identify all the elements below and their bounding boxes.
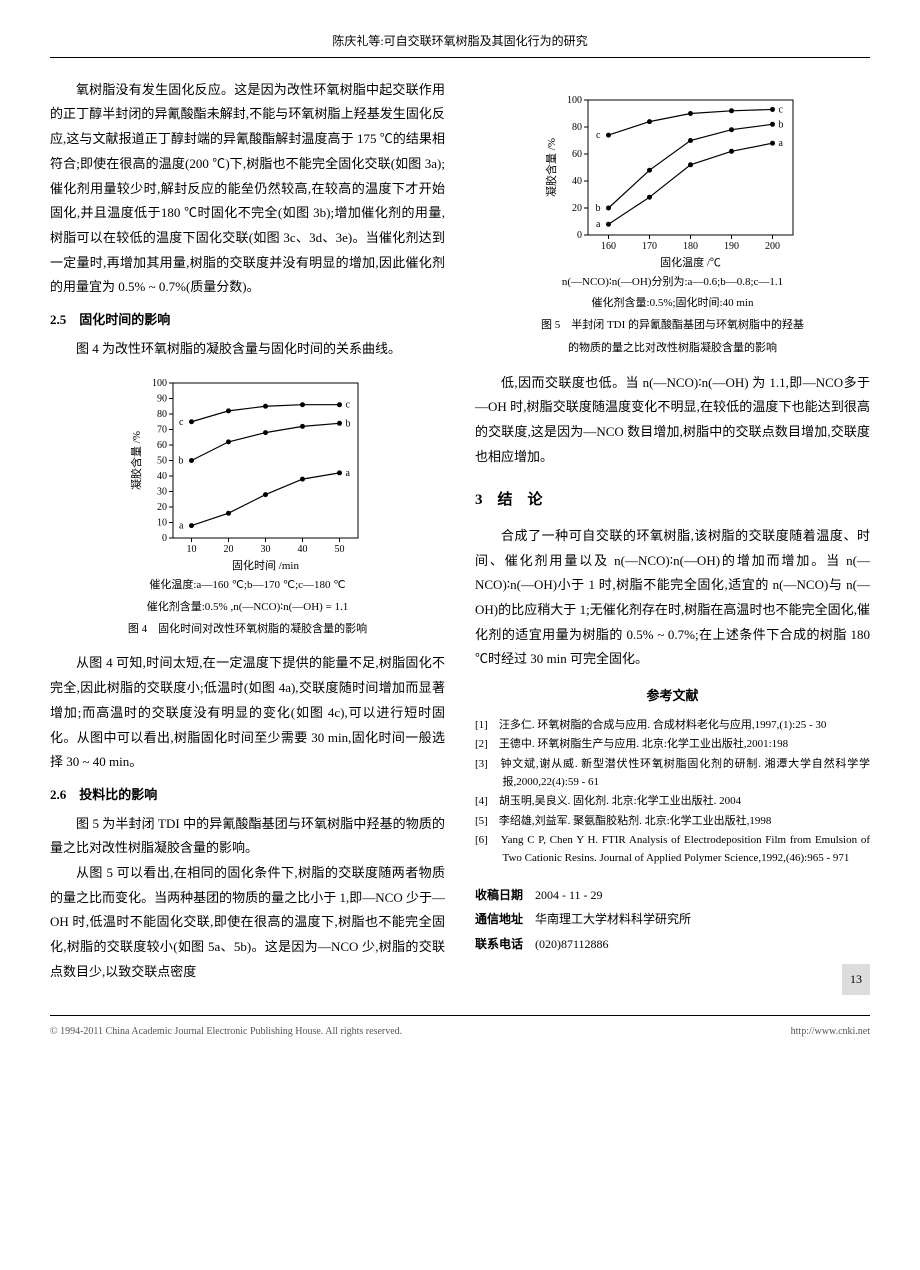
- svg-text:a: a: [596, 219, 601, 230]
- svg-text:0: 0: [162, 533, 167, 544]
- svg-text:90: 90: [157, 394, 167, 405]
- svg-text:80: 80: [572, 122, 582, 133]
- svg-text:40: 40: [297, 544, 307, 555]
- svg-text:80: 80: [157, 409, 167, 420]
- references-title: 参考文献: [475, 684, 870, 709]
- paragraph: 图 4 为改性环氧树脂的凝胶含量与固化时间的关系曲线。: [50, 337, 445, 362]
- svg-text:40: 40: [157, 471, 167, 482]
- svg-text:30: 30: [260, 544, 270, 555]
- meta-tel: 联系电话(020)87112886: [475, 933, 870, 956]
- reference-item: [2] 王德中. 环氧树脂生产与应用. 北京:化学工业出版社,2001:198: [475, 736, 870, 754]
- svg-text:50: 50: [157, 456, 167, 467]
- paragraph: 从图 4 可知,时间太短,在一定温度下提供的能量不足,树脂固化不完全,因此树脂的…: [50, 651, 445, 774]
- svg-text:20: 20: [572, 203, 582, 214]
- svg-text:凝胶含量 /%: 凝胶含量 /%: [544, 138, 558, 197]
- svg-text:a: a: [179, 521, 184, 532]
- footer-url: http://www.cnki.net: [791, 1022, 870, 1041]
- footer: © 1994-2011 China Academic Journal Elect…: [50, 1015, 870, 1041]
- svg-text:c: c: [596, 130, 601, 141]
- figure-5-chart: 160170180190200020406080100aabbcc固化温度 /℃…: [543, 90, 803, 270]
- paragraph: 氧树脂没有发生固化反应。这是因为改性环氧树脂中起交联作用的正丁醇半封闭的异氰酸酯…: [50, 78, 445, 300]
- section-2-6-title: 2.6 投料比的影响: [50, 783, 445, 808]
- svg-text:c: c: [179, 417, 184, 428]
- svg-text:b: b: [778, 119, 783, 130]
- svg-text:a: a: [345, 468, 350, 479]
- left-column: 氧树脂没有发生固化反应。这是因为改性环氧树脂中起交联作用的正丁醇半封闭的异氰酸酯…: [50, 78, 445, 995]
- two-column-layout: 氧树脂没有发生固化反应。这是因为改性环氧树脂中起交联作用的正丁醇半封闭的异氰酸酯…: [50, 78, 870, 995]
- section-3-title: 3 结 论: [475, 486, 870, 515]
- paragraph: 图 5 为半封闭 TDI 中的异氰酸酯基团与环氧树脂中羟基的物质的量之比对改性树…: [50, 812, 445, 861]
- references-list: [1] 汪多仁. 环氧树脂的合成与应用. 合成材料老化与应用,1997,(1):…: [475, 717, 870, 868]
- svg-text:60: 60: [572, 149, 582, 160]
- meta-address: 通信地址华南理工大学材料科学研究所: [475, 908, 870, 931]
- svg-text:40: 40: [572, 176, 582, 187]
- svg-text:a: a: [778, 138, 783, 149]
- reference-item: [6] Yang C P, Chen Y H. FTIR Analysis of…: [475, 832, 870, 867]
- footer-copyright: © 1994-2011 China Academic Journal Elect…: [50, 1022, 402, 1041]
- svg-text:凝胶含量 /%: 凝胶含量 /%: [129, 431, 143, 490]
- svg-text:20: 20: [157, 502, 167, 513]
- section-2-5-title: 2.5 固化时间的影响: [50, 308, 445, 333]
- figure-5-title-1: 图 5 半封闭 TDI 的异氰酸酯基团与环氧树脂中的羟基: [475, 315, 870, 336]
- svg-text:180: 180: [683, 241, 698, 252]
- reference-item: [3] 钟文斌,谢从威. 新型潜伏性环氧树脂固化剂的研制. 湘潭大学自然科学学报…: [475, 756, 870, 791]
- svg-text:160: 160: [601, 241, 616, 252]
- reference-item: [4] 胡玉明,吴良义. 固化剂. 北京:化学工业出版社. 2004: [475, 793, 870, 811]
- figure-4-caption-1: 催化温度:a—160 ℃;b—170 ℃;c—180 ℃: [50, 577, 445, 595]
- svg-text:c: c: [778, 104, 783, 115]
- running-header: 陈庆礼等:可自交联环氧树脂及其固化行为的研究: [50, 30, 870, 58]
- svg-text:b: b: [345, 419, 350, 430]
- svg-text:190: 190: [724, 241, 739, 252]
- page-number: 13: [475, 964, 870, 995]
- figure-4: 10203040500102030405060708090100aabbcc固化…: [50, 373, 445, 639]
- svg-text:10: 10: [186, 544, 196, 555]
- svg-text:10: 10: [157, 518, 167, 529]
- svg-text:100: 100: [152, 378, 167, 389]
- right-column: 160170180190200020406080100aabbcc固化温度 /℃…: [475, 78, 870, 995]
- svg-text:30: 30: [157, 487, 167, 498]
- svg-text:170: 170: [642, 241, 657, 252]
- figure-4-title: 图 4 固化时间对改性环氧树脂的凝胶含量的影响: [50, 619, 445, 640]
- meta-date: 收稿日期2004 - 11 - 29: [475, 884, 870, 907]
- paragraph: 合成了一种可自交联的环氧树脂,该树脂的交联度随着温度、时间、催化剂用量以及 n(…: [475, 524, 870, 672]
- svg-text:60: 60: [157, 440, 167, 451]
- paragraph: 低,因而交联度也低。当 n(—NCO)∶n(—OH) 为 1.1,即—NCO多于…: [475, 371, 870, 470]
- paragraph: 从图 5 可以看出,在相同的固化条件下,树脂的交联度随两者物质的量之比而变化。当…: [50, 861, 445, 984]
- reference-item: [1] 汪多仁. 环氧树脂的合成与应用. 合成材料老化与应用,1997,(1):…: [475, 717, 870, 735]
- svg-text:70: 70: [157, 425, 167, 436]
- reference-item: [5] 李绍雄,刘益军. 聚氨酯胶粘剂. 北京:化学工业出版社,1998: [475, 813, 870, 831]
- svg-text:0: 0: [577, 230, 582, 241]
- svg-text:b: b: [178, 456, 183, 467]
- svg-text:20: 20: [223, 544, 233, 555]
- figure-5-title-2: 的物质的量之比对改性树脂凝胶含量的影响: [475, 338, 870, 359]
- figure-5-caption-1: n(—NCO)∶n(—OH)分别为:a—0.6;b—0.8;c—1.1: [475, 274, 870, 292]
- svg-text:固化温度 /℃: 固化温度 /℃: [660, 255, 721, 269]
- figure-5: 160170180190200020406080100aabbcc固化温度 /℃…: [475, 90, 870, 359]
- svg-text:50: 50: [334, 544, 344, 555]
- figure-4-caption-2: 催化剂含量:0.5% ,n(—NCO)∶n(—OH) = 1.1: [50, 599, 445, 617]
- figure-5-caption-2: 催化剂含量:0.5%;固化时间:40 min: [475, 295, 870, 313]
- svg-text:b: b: [595, 203, 600, 214]
- svg-text:固化时间 /min: 固化时间 /min: [232, 558, 299, 572]
- svg-text:100: 100: [567, 95, 582, 106]
- svg-text:200: 200: [765, 241, 780, 252]
- figure-4-chart: 10203040500102030405060708090100aabbcc固化…: [128, 373, 368, 573]
- svg-text:c: c: [345, 400, 350, 411]
